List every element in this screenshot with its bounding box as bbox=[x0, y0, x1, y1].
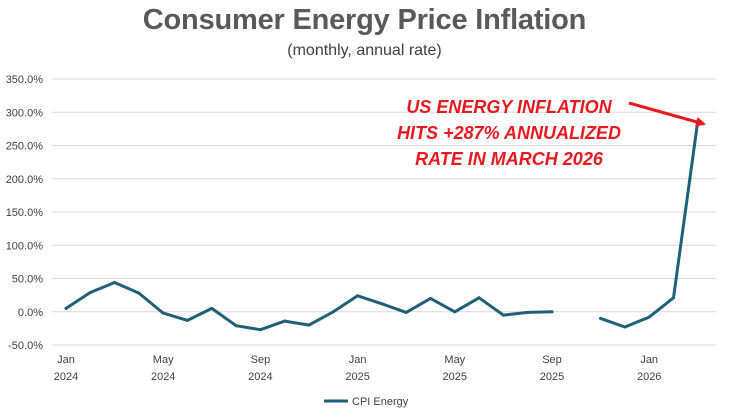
x-tick-label-year: 2024 bbox=[151, 371, 175, 383]
data-point bbox=[404, 310, 408, 314]
legend-label-cpi-energy: CPI Energy bbox=[352, 396, 409, 408]
data-point bbox=[113, 280, 117, 284]
x-tick-label-month: May bbox=[153, 354, 174, 366]
data-point bbox=[477, 296, 481, 300]
data-point bbox=[501, 313, 505, 317]
data-point bbox=[331, 310, 335, 314]
x-tick-label-year: 2025 bbox=[540, 371, 564, 383]
data-point bbox=[526, 310, 530, 314]
data-point bbox=[599, 316, 603, 320]
data-point bbox=[307, 323, 311, 327]
data-point bbox=[186, 318, 189, 322]
annotation-line-1: US ENERGY INFLATION bbox=[406, 97, 612, 117]
x-tick-label-year: 2025 bbox=[345, 371, 369, 383]
data-point bbox=[88, 290, 92, 294]
y-tick-label: 250.0% bbox=[6, 141, 44, 153]
data-point bbox=[356, 294, 360, 298]
series-line-cpi-energy bbox=[64, 281, 554, 332]
data-point bbox=[210, 306, 214, 310]
y-tick-label: 0.0% bbox=[18, 307, 43, 319]
data-point bbox=[283, 319, 287, 323]
annotation-line-2: HITS +287% ANNUALIZED bbox=[397, 123, 621, 143]
y-tick-label: 100.0% bbox=[6, 240, 44, 252]
data-point bbox=[161, 311, 165, 315]
data-point bbox=[380, 302, 384, 306]
data-point bbox=[258, 328, 262, 332]
chart-title: Consumer Energy Price Inflation bbox=[142, 4, 587, 36]
x-tick-label-month: Jan bbox=[57, 354, 75, 366]
data-point bbox=[453, 310, 457, 314]
data-point bbox=[647, 315, 651, 319]
data-point bbox=[623, 325, 627, 329]
x-tick-label-year: 2026 bbox=[637, 371, 661, 383]
y-tick-label: -50.0% bbox=[8, 340, 43, 352]
annotation-line-3: RATE IN MARCH 2026 bbox=[415, 149, 604, 169]
y-tick-label: 150.0% bbox=[6, 207, 44, 219]
x-tick-label-month: Jan bbox=[349, 354, 367, 366]
x-tick-label-month: Sep bbox=[542, 354, 562, 366]
data-point bbox=[672, 296, 675, 300]
data-point bbox=[429, 296, 432, 300]
y-tick-label: 200.0% bbox=[6, 174, 44, 186]
series-line-cpi-energy bbox=[599, 119, 700, 329]
annotation-arrow bbox=[628, 101, 706, 127]
x-tick-label-month: May bbox=[444, 354, 465, 366]
chart-subtitle: (monthly, annual rate) bbox=[287, 42, 442, 59]
x-tick-label-month: Sep bbox=[251, 354, 271, 366]
data-point bbox=[64, 306, 68, 310]
x-tick-label-year: 2025 bbox=[443, 371, 467, 383]
data-point bbox=[234, 324, 238, 328]
x-tick-label-month: Jan bbox=[640, 354, 658, 366]
x-tick-label-year: 2024 bbox=[54, 371, 78, 383]
data-point bbox=[137, 291, 141, 295]
y-tick-label: 300.0% bbox=[6, 107, 44, 119]
y-tick-label: 50.0% bbox=[12, 274, 43, 286]
y-tick-label: 350.0% bbox=[6, 74, 44, 86]
x-tick-label-year: 2024 bbox=[248, 371, 272, 383]
data-point bbox=[550, 310, 554, 314]
